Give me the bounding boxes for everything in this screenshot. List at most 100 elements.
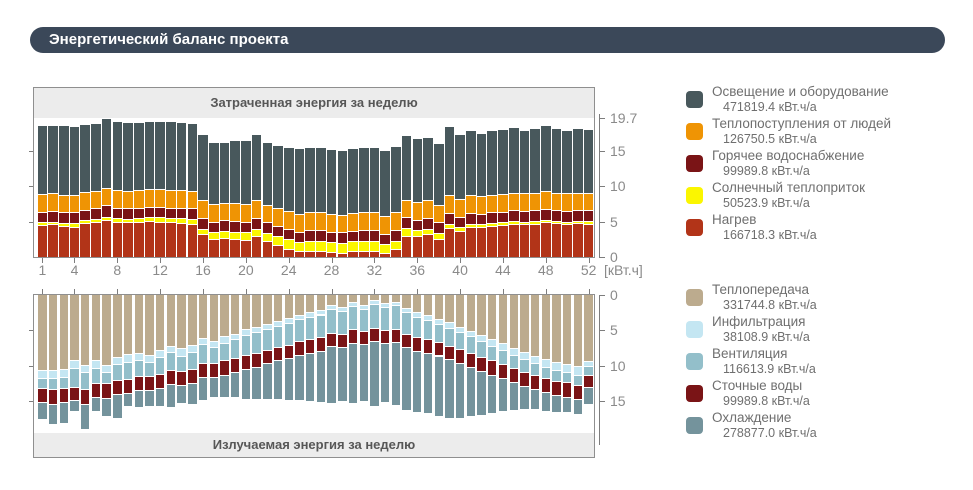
bar-segment-11 [145, 391, 154, 406]
legend-group-consumed: Освещение и оборудование 471819.4 кВт.ч/… [686, 84, 973, 243]
bar-segment-51 [573, 221, 583, 224]
bar-segment-52 [583, 193, 594, 211]
bar-segment-6 [91, 384, 101, 398]
bar-segment-48 [541, 295, 551, 360]
x-tick-bottom [74, 289, 76, 294]
bar-segment-44 [498, 195, 508, 212]
bar-segment-39 [445, 346, 454, 360]
bar-segment-28 [326, 214, 337, 232]
bar-segment-22 [263, 324, 272, 329]
legend-group-radiated: Теплопередача 331744.8 кВт.ч/a Инфильтра… [686, 282, 973, 441]
solar-gain-swatch-icon [686, 187, 703, 204]
bar-segment-45 [508, 224, 519, 257]
bar-segment-15 [187, 191, 198, 209]
bar-segment-21 [252, 327, 261, 333]
bar-segment-17 [208, 222, 219, 233]
bar-segment-3 [59, 213, 69, 224]
bar-segment-47 [530, 129, 540, 193]
lighting-equipment-swatch-icon [686, 91, 703, 108]
bar-segment-14 [176, 122, 187, 190]
bar-segment-14 [176, 208, 187, 219]
bar-segment-21 [252, 367, 261, 400]
bar-segment-15 [187, 123, 198, 191]
x-tick-bottom [502, 289, 504, 294]
x-tick-label: 8 [113, 262, 122, 278]
bar-segment-6 [91, 295, 101, 360]
bar-segment-11 [144, 207, 155, 218]
bar-segment-47 [530, 295, 540, 356]
bar-segment-45 [508, 221, 519, 224]
bar-segment-19 [231, 334, 240, 340]
bar-segment-18 [220, 295, 229, 337]
bar-segment-20 [241, 141, 251, 204]
bar-segment-43 [488, 361, 497, 375]
bar-segment-8 [113, 380, 122, 394]
bar-segment-44 [498, 364, 508, 379]
bar-segment-16 [198, 235, 208, 257]
x-tick-bottom [588, 289, 590, 294]
bar-segment-38 [434, 343, 443, 356]
bar-segment-8 [113, 357, 122, 364]
bar-segment-9 [123, 223, 133, 257]
x-tick-label: 16 [195, 262, 211, 278]
bar-segment-21 [252, 333, 261, 353]
bar-segment-18 [219, 238, 230, 257]
bar-segment-20 [241, 233, 251, 241]
bar-segment-31 [359, 309, 368, 331]
x-tick-bottom [203, 289, 205, 294]
bar-segment-31 [358, 231, 369, 241]
bar-segment-29 [337, 150, 348, 215]
bar-segment-5 [81, 365, 90, 372]
bar-segment-41 [466, 331, 476, 337]
bar-segment-10 [134, 391, 143, 408]
bar-segment-19 [230, 140, 240, 204]
y-tick [599, 257, 605, 258]
bar-segment-29 [338, 348, 347, 401]
bar-segment-12 [156, 374, 165, 389]
bar-segment-18 [219, 203, 230, 221]
bar-segment-35 [401, 229, 412, 236]
bar-segment-11 [144, 190, 155, 207]
bar-segment-37 [423, 353, 433, 414]
bar-segment-32 [369, 241, 380, 251]
bar-segment-48 [541, 220, 551, 222]
bar-segment-36 [413, 338, 422, 351]
bar-segment-3 [59, 195, 69, 213]
bar-segment-36 [412, 237, 423, 257]
bar-segment-35 [402, 313, 411, 334]
bar-segment-15 [188, 384, 197, 404]
bar-segment-41 [466, 224, 476, 227]
legend-item: Вентиляция 116613.9 кВт.ч/a [686, 346, 973, 377]
bar-segment-52 [583, 221, 594, 224]
x-tick-label: 52 [580, 262, 597, 278]
bar-segment-2 [48, 126, 58, 194]
bar-segment-46 [519, 130, 530, 194]
bar-segment-46 [519, 225, 530, 257]
bar-segment-34 [391, 231, 401, 241]
bar-segment-29 [338, 295, 347, 307]
bar-segment-25 [294, 214, 305, 232]
legend-item-label: Горячее водоснабжение [712, 148, 865, 163]
bar-segment-11 [145, 377, 154, 391]
legend-item-label: Охлаждение [712, 410, 792, 425]
bar-segment-15 [187, 209, 198, 219]
bar-segment-9 [123, 191, 133, 209]
x-tick-top [460, 258, 462, 263]
bar-segment-20 [241, 204, 251, 222]
bar-segment-31 [358, 251, 369, 257]
bar-segment-24 [284, 359, 293, 401]
y-tick-label: 5 [610, 213, 618, 230]
bar-segment-13 [166, 370, 176, 384]
bar-segment-23 [273, 209, 283, 226]
bar-segment-31 [359, 345, 368, 402]
bar-segment-32 [369, 213, 380, 231]
bar-segment-3 [59, 389, 68, 403]
x-tick-top [374, 258, 376, 263]
legend-item-value: 471819.4 кВт.ч/a [723, 100, 817, 114]
bar-segment-12 [155, 122, 166, 190]
bar-segment-18 [219, 142, 230, 203]
bar-segment-13 [166, 295, 176, 346]
bar-segment-10 [134, 219, 144, 223]
x-tick-bottom [331, 289, 333, 294]
